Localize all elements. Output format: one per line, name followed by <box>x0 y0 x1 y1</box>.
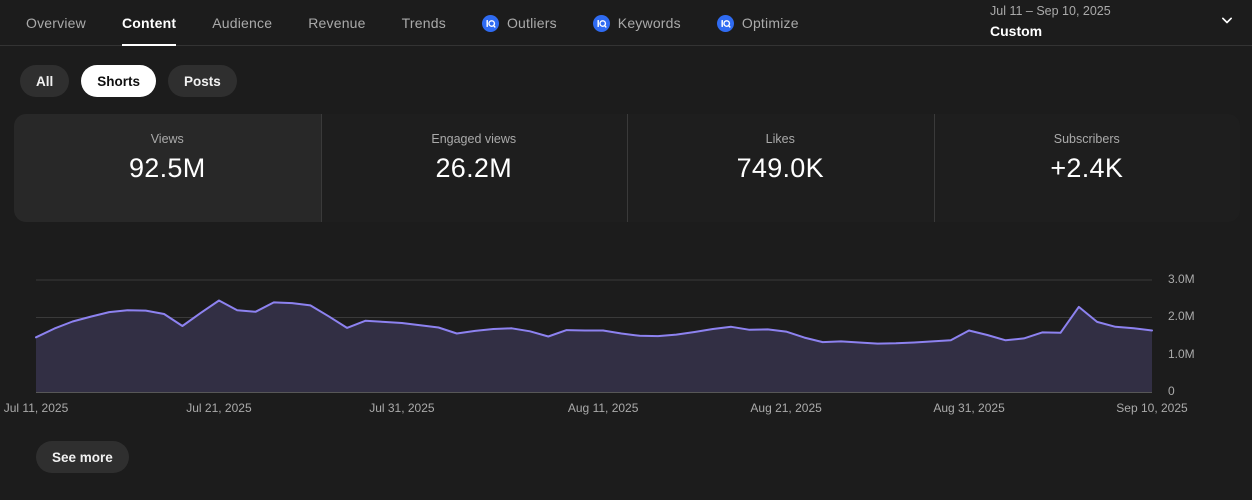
date-range-label: Custom <box>990 23 1043 39</box>
y-axis-tick: 0 <box>1168 384 1175 398</box>
metric-value: 26.2M <box>435 153 513 183</box>
metric-value: +2.4K <box>1050 153 1124 183</box>
date-range-value: Jul 11 – Sep 10, 2025 <box>990 4 1111 18</box>
see-more-button[interactable]: See more <box>36 441 129 473</box>
date-range-text: Jul 11 – Sep 10, 2025 Custom <box>990 0 1204 41</box>
x-axis-tick: Aug 31, 2025 <box>933 401 1005 415</box>
metric-value: 92.5M <box>128 153 206 183</box>
tab-label: Outliers <box>506 15 557 31</box>
metric-card-views[interactable]: Views 92.5M <box>14 114 321 222</box>
tab-content[interactable]: Content <box>106 0 192 46</box>
tab-list: Overview Content Audience Revenue Trends Outl… <box>8 0 817 46</box>
iq-badge-icon <box>592 14 610 32</box>
y-axis-tick: 2.0M <box>1168 309 1195 323</box>
tab-label: Keywords <box>617 15 681 31</box>
chart-area-fill <box>36 300 1152 392</box>
tab-label: Overview <box>26 15 86 31</box>
filter-chip-posts[interactable]: Posts <box>168 65 237 97</box>
metric-label: Views <box>150 132 184 146</box>
tab-label: Trends <box>401 15 446 31</box>
y-axis-tick: 3.0M <box>1168 271 1195 286</box>
metric-card-strip: Views 92.5M Engaged views 26.2M Likes 749.0K S… <box>14 114 1240 222</box>
tab-trends[interactable]: Trends <box>386 0 462 46</box>
x-axis-tick: Aug 21, 2025 <box>750 401 822 415</box>
metric-card-likes[interactable]: Likes 749.0K <box>627 114 934 222</box>
chart-canvas <box>35 279 1153 393</box>
metric-label: Likes <box>765 132 795 146</box>
tab-label: Content <box>121 15 177 31</box>
x-axis-tick: Jul 21, 2025 <box>186 401 252 415</box>
x-axis-tick: Jul 31, 2025 <box>369 401 435 415</box>
metric-card-engaged-views[interactable]: Engaged views 26.2M <box>320 114 628 222</box>
views-chart[interactable]: 0 1.0M 2.0M 3.0M Jul 11, 2025 Jul 21, 2025 Ju… <box>0 246 1252 421</box>
metric-value: 749.0K <box>736 153 824 183</box>
x-axis-tick: Aug 11, 2025 <box>567 401 639 415</box>
analytics-tabbar: Overview Content Audience Revenue Trends Outl… <box>0 0 1252 46</box>
tab-revenue[interactable]: Revenue <box>292 0 381 46</box>
content-type-filter: All Shorts Posts <box>20 65 237 97</box>
x-axis-tick: Jul 11, 2025 <box>3 401 69 415</box>
tab-active-underline <box>121 44 177 46</box>
metric-label: Subscribers <box>1053 132 1120 146</box>
tab-outliers[interactable]: Outliers <box>466 0 573 46</box>
chart-x-axis: Jul 11, 2025 Jul 21, 2025 Jul 31, 2025 Aug … <box>0 401 1252 423</box>
y-axis-tick: 1.0M <box>1168 346 1195 361</box>
chevron-down-icon[interactable] <box>1214 7 1240 33</box>
filter-chip-all[interactable]: All <box>20 65 70 97</box>
metric-label: Engaged views <box>431 132 517 146</box>
tab-audience[interactable]: Audience <box>196 0 288 46</box>
tab-label: Revenue <box>308 15 366 31</box>
filter-chip-shorts[interactable]: Shorts <box>81 65 157 97</box>
chart-y-axis: 0 1.0M 2.0M 3.0M <box>1168 246 1238 406</box>
tab-label: Audience <box>212 15 273 31</box>
metric-card-subscribers[interactable]: Subscribers +2.4K <box>933 114 1241 222</box>
iq-badge-icon <box>716 14 734 32</box>
tab-overview[interactable]: Overview <box>10 0 102 46</box>
tab-keywords[interactable]: Keywords <box>577 0 697 46</box>
x-axis-tick: Sep 10, 2025 <box>1116 401 1188 415</box>
date-range-selector[interactable]: Jul 11 – Sep 10, 2025 Custom <box>990 0 1240 46</box>
chart-line <box>35 299 1153 345</box>
tab-optimize[interactable]: Optimize <box>701 0 815 46</box>
tab-label: Optimize <box>741 15 799 31</box>
iq-badge-icon <box>481 14 499 32</box>
